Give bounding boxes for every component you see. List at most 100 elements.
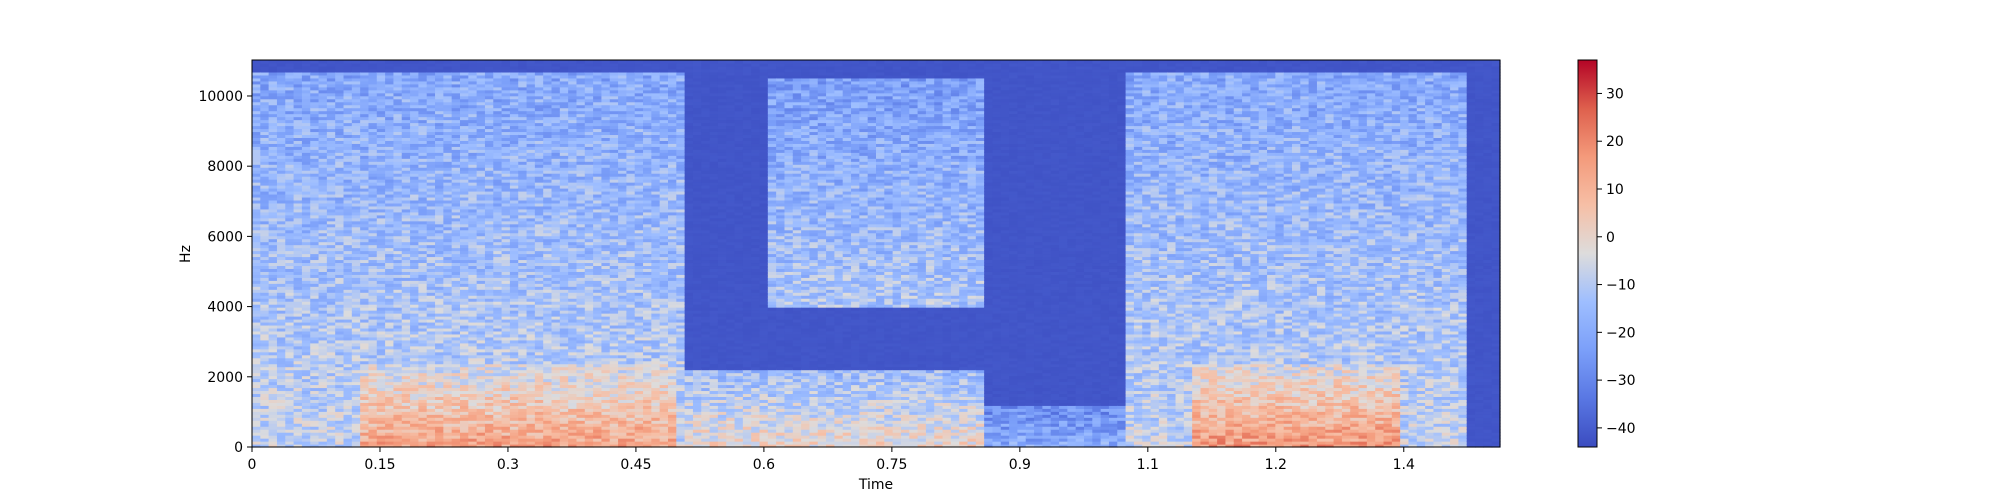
heatmap-cell	[451, 238, 461, 243]
heatmap-cell	[443, 411, 453, 415]
heatmap-cell	[268, 283, 278, 287]
heatmap-cell	[476, 336, 486, 341]
heatmap-cell	[376, 179, 386, 183]
heatmap-cell	[435, 348, 444, 353]
heatmap-cell	[360, 60, 370, 64]
heatmap-cell	[276, 235, 286, 240]
heatmap-cell	[426, 360, 436, 365]
heatmap-cell	[476, 417, 486, 421]
heatmap-cell	[293, 95, 303, 100]
heatmap-cell	[285, 131, 295, 136]
heatmap-cell	[410, 101, 419, 106]
heatmap-cell	[401, 152, 411, 156]
heatmap-cell	[268, 116, 278, 121]
heatmap-cell	[401, 336, 411, 341]
heatmap-cell	[368, 179, 378, 183]
heatmap-cell	[260, 110, 270, 115]
heatmap-cell	[418, 140, 428, 144]
heatmap-cell	[426, 170, 436, 174]
heatmap-cell	[368, 363, 378, 368]
heatmap-cell	[376, 405, 386, 409]
heatmap-cell	[276, 426, 286, 430]
heatmap-cell	[260, 292, 270, 296]
heatmap-cell	[260, 432, 270, 436]
heatmap-cell	[418, 387, 428, 392]
heatmap-cell	[426, 387, 436, 392]
heatmap-cell	[401, 354, 411, 359]
heatmap-cell	[435, 101, 444, 106]
heatmap-cell	[401, 321, 411, 326]
heatmap-cell	[360, 161, 370, 165]
heatmap-cell	[318, 345, 328, 350]
heatmap-cell	[360, 110, 370, 115]
heatmap-cell	[360, 185, 370, 189]
heatmap-cell	[268, 113, 278, 118]
heatmap-cell	[360, 247, 370, 252]
heatmap-cell	[443, 185, 453, 189]
heatmap-cell	[426, 107, 436, 112]
heatmap-cell	[268, 244, 278, 249]
heatmap-cell	[385, 438, 395, 442]
heatmap-cell	[260, 62, 270, 67]
heatmap-cell	[468, 265, 478, 269]
heatmap-cell	[318, 205, 328, 210]
heatmap-cell	[285, 241, 295, 246]
heatmap-cell	[368, 396, 378, 400]
heatmap-cell	[326, 423, 336, 427]
heatmap-cell	[293, 89, 303, 94]
heatmap-cell	[293, 321, 303, 326]
heatmap-cell	[285, 280, 295, 284]
heatmap-cell	[385, 441, 395, 445]
heatmap-cell	[318, 95, 328, 100]
heatmap-cell	[335, 238, 345, 243]
heatmap-cell	[468, 277, 478, 281]
heatmap-cell	[484, 339, 494, 344]
heatmap-cell	[301, 423, 311, 427]
heatmap-cell	[293, 268, 303, 272]
heatmap-cell	[460, 256, 469, 261]
heatmap-cell	[426, 167, 436, 171]
heatmap-cell	[252, 441, 261, 445]
heatmap-cell	[476, 247, 486, 252]
heatmap-cell	[468, 393, 478, 397]
heatmap-cell	[418, 193, 428, 198]
heatmap-cell	[468, 301, 478, 305]
heatmap-cell	[410, 324, 419, 329]
heatmap-cell	[401, 277, 411, 281]
heatmap-cell	[443, 223, 453, 228]
heatmap-cell	[360, 259, 370, 264]
heatmap-cell	[435, 259, 444, 264]
heatmap-cell	[310, 107, 320, 112]
heatmap-cell	[559, 60, 569, 64]
heatmap-cell	[268, 435, 278, 439]
heatmap-cell	[468, 167, 478, 171]
heatmap-cell	[393, 438, 403, 442]
heatmap-cell	[360, 432, 370, 436]
heatmap-cell	[318, 250, 328, 255]
heatmap-cell	[435, 280, 444, 284]
heatmap-cell	[293, 86, 303, 91]
heatmap-cell	[260, 158, 270, 162]
heatmap-cell	[351, 348, 361, 353]
heatmap-cell	[285, 348, 295, 353]
heatmap-cell	[351, 265, 361, 269]
heatmap-cell	[368, 426, 378, 430]
heatmap-cell	[326, 298, 336, 302]
heatmap-cell	[343, 336, 353, 341]
heatmap-cell	[393, 327, 403, 332]
heatmap-cell	[443, 444, 453, 448]
heatmap-cell	[335, 444, 345, 448]
heatmap-cell	[401, 62, 411, 67]
heatmap-cell	[326, 292, 336, 296]
heatmap-cell	[351, 378, 361, 383]
heatmap-cell	[268, 71, 278, 76]
heatmap-cell	[418, 65, 428, 70]
heatmap-cell	[418, 80, 428, 85]
heatmap-cell	[451, 164, 461, 168]
heatmap-cell	[335, 173, 345, 177]
heatmap-cell	[252, 262, 261, 267]
heatmap-cell	[260, 173, 270, 177]
heatmap-cell	[268, 253, 278, 258]
heatmap-cell	[393, 182, 403, 186]
heatmap-cell	[401, 86, 411, 91]
